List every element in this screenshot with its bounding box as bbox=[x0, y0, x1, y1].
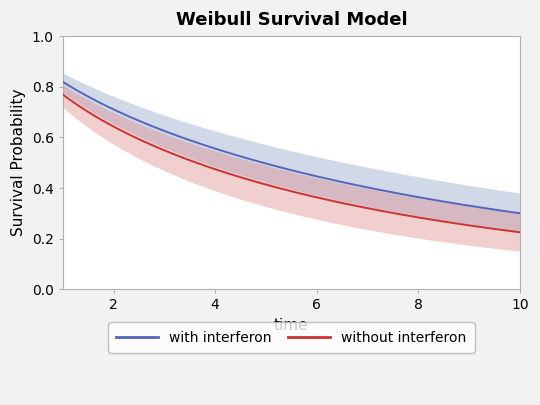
X-axis label: time: time bbox=[274, 318, 309, 333]
Legend: with interferon, without interferon: with interferon, without interferon bbox=[108, 322, 475, 353]
Y-axis label: Survival Probability: Survival Probability bbox=[11, 89, 26, 237]
Title: Weibull Survival Model: Weibull Survival Model bbox=[176, 11, 407, 29]
